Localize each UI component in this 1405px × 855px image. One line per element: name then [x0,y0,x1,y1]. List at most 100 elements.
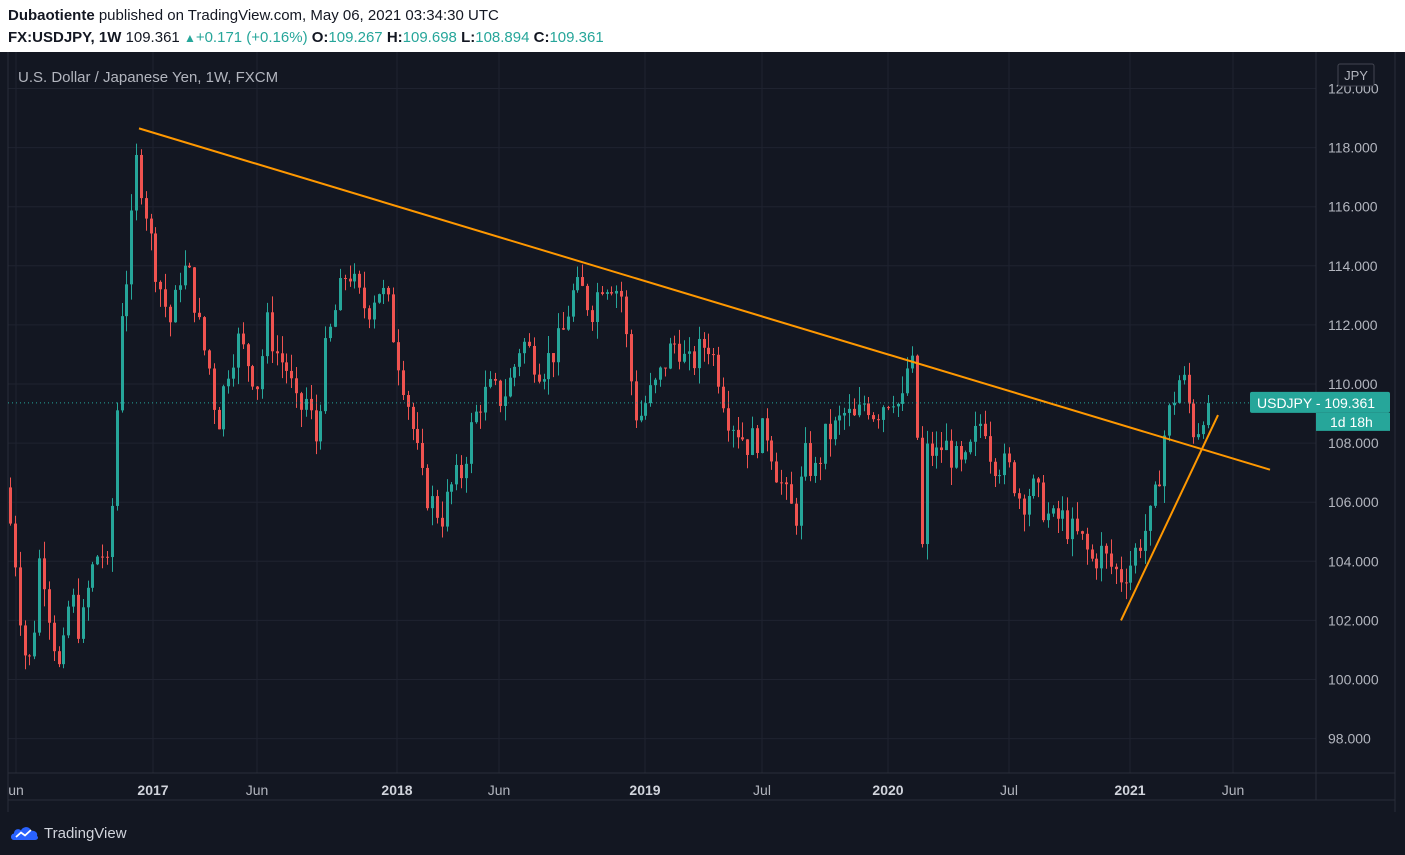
candle-body [882,407,885,420]
candle-body [1120,569,1123,583]
time-axis[interactable]: un 2017 Jun 2018 Jun 2019 Jul 2020 Jul 2021 Jun [8,782,1244,798]
candle-body [635,381,638,421]
candle-body [960,445,963,460]
candle-body [349,278,352,282]
candle-body [1071,518,1074,540]
candle-body [921,437,924,545]
publisher-name[interactable]: Dubaotiente [8,7,95,24]
badge-top [1250,391,1390,413]
up-arrow-icon: ▲ [183,31,196,45]
candle-body [271,312,274,352]
candle-body [732,429,735,431]
y-tick-label: 118.000 [1328,140,1378,156]
currency-button[interactable] [1337,63,1375,87]
published-text: published on TradingView.com, May 06, 20… [98,7,499,24]
candle-body [824,423,827,464]
y-tick-label: 106.000 [1328,494,1379,510]
candle-body [707,347,710,355]
candle-body [858,404,861,416]
candle-body [606,292,609,294]
chart-area[interactable]: 120.000 118.000 116.000 114.000 112.000 110.0… [0,52,1405,812]
candle-body [601,292,604,294]
candle-body [533,345,536,375]
candle-body [790,484,793,504]
candle-body [1129,565,1132,583]
candle-body [431,496,434,509]
trendline-descending-resistance[interactable] [138,127,1271,471]
candle-body [48,589,51,623]
publish-header: Dubaotiente published on TradingView.com… [0,0,1405,52]
badge-bottom [1316,412,1390,431]
currency-label: JPY [1344,68,1368,83]
low-value: 108.894 [475,29,530,46]
candle-body [382,287,385,295]
candle-body [242,333,245,345]
publish-line: Dubaotiente published on TradingView.com… [8,7,499,24]
price-change: +0.171 (+0.16%) [195,29,308,46]
candle-body [174,289,177,323]
candle-body [819,462,822,464]
candle-body [121,316,124,411]
candle-body [887,407,890,409]
candle-body [256,386,259,390]
candle-body [426,467,429,509]
candle-body [926,443,929,545]
candle-body [649,385,652,404]
candle-body [897,403,900,407]
x-tick-label: 2020 [872,782,903,798]
candle-body [193,267,196,313]
candle-body [1149,505,1152,531]
candle-body [266,312,269,357]
candle-body [1091,549,1094,559]
candle-body [712,354,715,356]
x-tick-label: 2019 [629,782,660,798]
candle-body [1052,508,1055,514]
candle-body [1125,582,1128,584]
badge-symbol-price: USDJPY - 109.361 [1257,395,1375,411]
candle-body [184,265,187,286]
candle-body [513,366,516,378]
candle-body [1076,518,1079,532]
candle-body [116,410,119,506]
candle-body [620,290,623,297]
tradingview-logo[interactable]: TradingView [10,822,127,844]
candle-body [935,447,938,456]
candle-body [1081,531,1084,534]
candle-body [1032,478,1035,497]
y-tick-label: 116.000 [1328,199,1378,215]
candle-body [470,422,473,464]
price-axis[interactable]: 120.000118.000116.000114.000112.000110.0… [1328,81,1379,747]
candle-body [1013,462,1016,494]
candle-body [1158,484,1161,487]
candle-body [43,558,46,590]
candle-body [232,367,235,379]
candle-body [475,411,478,423]
candle-body [373,302,376,320]
candle-body [1183,374,1186,381]
price-chart[interactable]: 120.000118.000116.000114.000112.000110.0… [0,52,1405,812]
candle-body [310,398,313,411]
y-tick-label: 108.000 [1328,435,1379,451]
candle-body [1207,402,1210,426]
candle-body [727,408,730,431]
badge-countdown: 1d 18h [1330,414,1373,430]
close-label: C: [533,29,550,46]
candle-body [814,462,817,476]
candle-body [169,306,172,323]
candle-body [1047,513,1050,521]
candle-body [319,411,322,442]
candle-body [203,317,206,351]
candle-body [984,423,987,437]
low-label: L: [461,29,476,46]
trendlines[interactable] [138,127,1271,621]
candle-body [543,379,546,382]
candle-body [509,377,512,397]
symbol-label: FX:USDJPY, 1W [8,29,122,46]
candle-body [1018,493,1021,499]
candle-body [872,415,875,420]
trendline-ascending-support[interactable] [1120,414,1219,621]
candle-body [640,415,643,421]
candle-body [644,403,647,416]
candle-body [538,374,541,382]
candle-body [140,154,143,199]
